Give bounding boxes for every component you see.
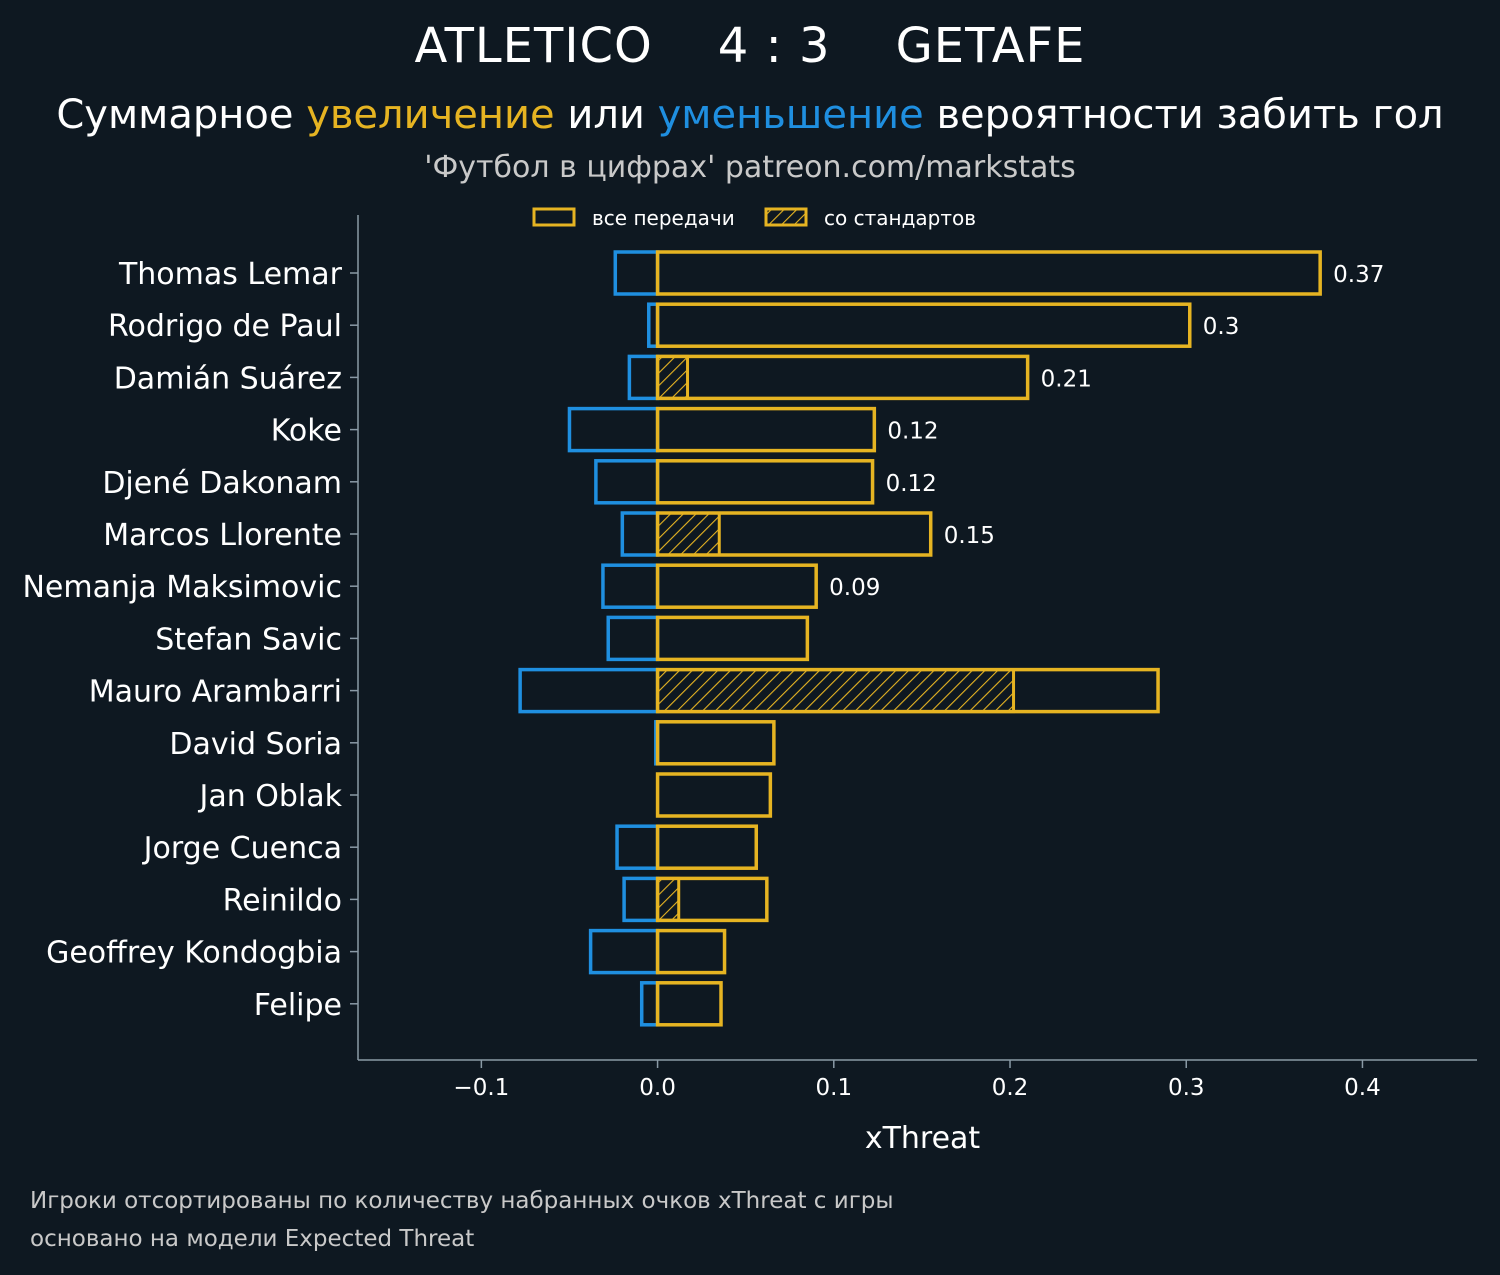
player-label: Marcos Llorente <box>103 518 342 553</box>
player-label: Thomas Lemar <box>118 257 343 292</box>
decrease-bar <box>622 876 660 923</box>
increase-bar <box>655 250 1322 296</box>
player-label: Mauro Arambarri <box>89 675 342 710</box>
bar-value-label: 0.21 <box>1041 366 1092 392</box>
player-label: Stefan Savic <box>155 622 342 657</box>
decrease-bar <box>639 981 660 1027</box>
decrease-bar <box>627 354 660 401</box>
chart-subtitle: Суммарное увеличение или уменьшение веро… <box>0 92 1500 138</box>
increase-bar <box>655 667 1160 714</box>
bar-value-label: 0.3 <box>1203 314 1240 340</box>
x-axis-label: xThreat <box>865 1121 981 1156</box>
bar-value-label: 0.12 <box>887 419 938 445</box>
legend-label-all-passes: все передачи <box>592 206 735 230</box>
subtitle-part2: или <box>554 92 658 138</box>
x-tick-label: −0.1 <box>453 1075 509 1101</box>
subtitle-decrease-word: уменьшение <box>657 92 924 138</box>
bar-value-label: 0.15 <box>944 523 995 549</box>
legend-swatch-all-passes <box>532 207 576 227</box>
bar-value-label: 0.12 <box>886 471 937 497</box>
player-label: Felipe <box>254 988 342 1023</box>
decrease-bar <box>606 615 660 662</box>
x-tick-label: 0.1 <box>816 1075 853 1101</box>
player-label: Jorge Cuenca <box>142 831 342 866</box>
decrease-bar <box>615 824 660 870</box>
decrease-bar <box>601 563 660 609</box>
decrease-bar <box>588 928 660 975</box>
bar-value-label: 0.09 <box>829 575 880 601</box>
subtitle-part1: Суммарное <box>56 92 307 138</box>
x-tick-label: 0.3 <box>1168 1075 1205 1101</box>
bar-value-label: 0.37 <box>1333 262 1384 288</box>
player-label: Reinildo <box>223 883 342 918</box>
increase-bar <box>655 876 769 923</box>
player-label: Damián Suárez <box>114 361 342 396</box>
footer-note-sorting: Игроки отсортированы по количеству набра… <box>30 1188 894 1214</box>
x-tick-label: 0.2 <box>992 1075 1029 1101</box>
set-piece-bar <box>656 354 690 400</box>
player-label: Geoffrey Kondogbia <box>46 936 342 971</box>
set-piece-bar <box>656 876 681 922</box>
chart-credit: 'Футбол в цифрах' patreon.com/markstats <box>424 150 1076 185</box>
increase-bar <box>655 720 776 766</box>
player-label: Nemanja Maksimovic <box>22 570 342 605</box>
x-tick-label: 0.4 <box>1344 1075 1381 1101</box>
legend-swatch-set-pieces <box>764 207 808 227</box>
decrease-bar <box>518 667 660 714</box>
increase-bar <box>655 354 1030 401</box>
increase-bar <box>655 459 875 505</box>
decrease-bar <box>567 406 660 453</box>
player-label: Rodrigo de Paul <box>108 309 342 344</box>
increase-bar <box>655 511 933 557</box>
player-label: Koke <box>271 414 342 449</box>
subtitle-increase-word: увеличение <box>306 92 555 138</box>
x-tick-label: 0.0 <box>639 1075 676 1101</box>
decrease-bar <box>613 250 660 296</box>
decrease-bar <box>594 459 660 505</box>
set-piece-bar <box>656 668 1016 714</box>
player-label: Jan Oblak <box>197 779 342 814</box>
chart-title: ATLETICO 4 : 3 GETAFE <box>414 18 1086 74</box>
increase-bar <box>655 563 818 609</box>
decrease-bar <box>620 511 660 557</box>
increase-bar <box>655 302 1192 348</box>
player-label: David Soria <box>169 727 342 762</box>
increase-bar <box>655 928 727 975</box>
legend-label-set-pieces: со стандартов <box>824 206 976 230</box>
increase-bar <box>655 615 810 662</box>
increase-bar <box>655 981 723 1027</box>
increase-bar <box>655 824 759 870</box>
player-label: Djené Dakonam <box>102 466 342 501</box>
increase-bar <box>655 772 773 818</box>
footer-note-model: основано на модели Expected Threat <box>30 1226 475 1252</box>
subtitle-part3: вероятности забить гол <box>923 92 1444 138</box>
increase-bar <box>655 406 877 453</box>
set-piece-bar <box>656 511 721 557</box>
